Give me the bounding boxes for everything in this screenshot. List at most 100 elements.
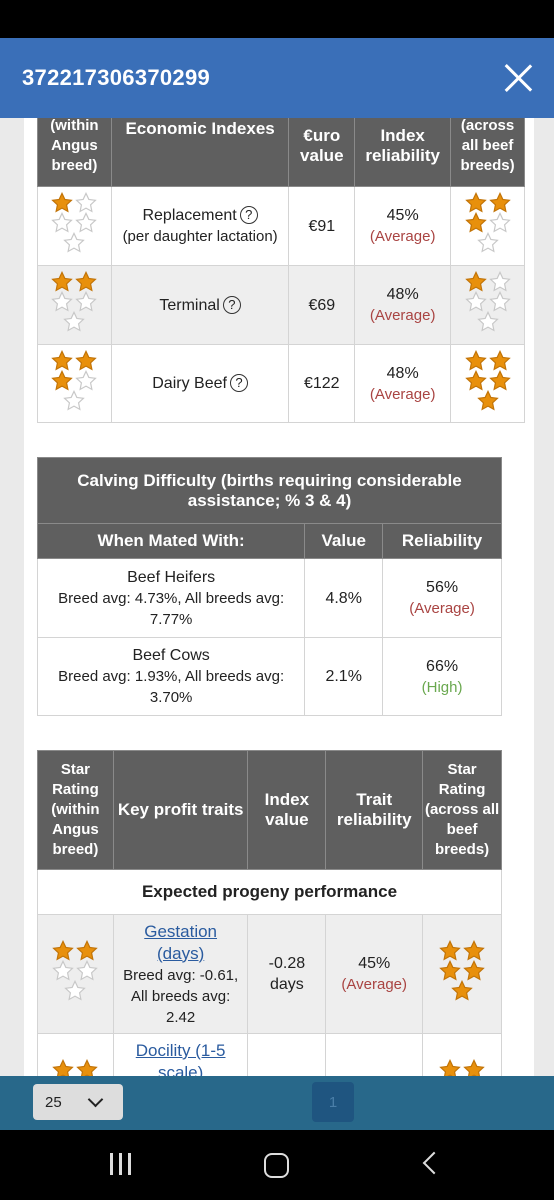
trait-avg: Breed avg: -0.61, All breeds avg: 2.42 <box>123 966 239 1026</box>
star-filled-icon <box>464 191 487 214</box>
mated-with-avg: Breed avg: 1.93%, All breeds avg: 3.70% <box>58 668 285 706</box>
close-icon[interactable] <box>502 62 534 94</box>
index-name: Dairy Beef <box>152 375 227 392</box>
star-filled-icon <box>463 939 485 962</box>
reliability-value: 48% <box>386 364 419 382</box>
page-button[interactable]: 1 <box>312 1082 354 1122</box>
star-filled-icon <box>488 369 511 392</box>
star-rating-within <box>37 265 112 345</box>
index-subtext: (per daughter lactation) <box>122 228 278 245</box>
star-filled-icon <box>76 1058 99 1076</box>
star-filled-icon <box>488 191 511 214</box>
app-header: 372217306370299 <box>0 38 554 118</box>
star-empty-icon <box>488 290 511 313</box>
trait-index-value: -0.28 days <box>247 914 327 1034</box>
star-filled-icon <box>476 389 499 412</box>
star-filled-icon <box>51 191 74 214</box>
star-empty-icon <box>476 231 499 254</box>
header-trait-reliability: Trait reliability <box>325 750 424 870</box>
reliability-value: 66% <box>426 657 459 675</box>
header-index-value: Index value <box>247 750 327 870</box>
main-content[interactable]: (within Angus breed) Economic Indexes €u… <box>0 118 554 1076</box>
star-filled-icon <box>463 1058 485 1076</box>
star-empty-icon <box>63 389 86 412</box>
index-name: Terminal <box>159 296 220 314</box>
star-filled-icon <box>463 959 485 982</box>
reliability-label: (Average) <box>409 600 475 617</box>
reliability-value: 48% <box>386 286 419 303</box>
star-filled-icon <box>51 349 74 372</box>
table-row: Beef Heifers Breed avg: 4.73%, All breed… <box>36 558 502 638</box>
mated-with-name: Beef Cows <box>132 647 210 664</box>
star-rating-across <box>450 344 525 423</box>
calving-difficulty-table: Calving Difficulty (births requiring con… <box>36 457 502 716</box>
star-filled-icon <box>52 939 75 962</box>
star-filled-icon <box>51 270 74 293</box>
header-key-traits: Key profit traits <box>112 750 249 870</box>
star-empty-icon <box>488 270 511 293</box>
header-euro-value: €uro value <box>288 118 356 187</box>
header-index-reliability: Index reliability <box>354 118 452 187</box>
calving-title: Calving Difficulty (births requiring con… <box>37 457 502 524</box>
page-size-select[interactable]: 25 <box>33 1084 123 1120</box>
star-filled-icon <box>76 939 99 962</box>
star-empty-icon <box>63 310 86 333</box>
calving-value: 4.8% <box>304 558 384 638</box>
star-filled-icon <box>464 369 487 392</box>
help-icon[interactable]: ? <box>239 206 258 224</box>
pagination-bar: 25 1 <box>0 1076 554 1130</box>
table-row: Docility (1-5 scale) <box>37 1033 502 1076</box>
table-row: Terminal? €69 48% (Average) <box>37 265 525 345</box>
page-title: 372217306370299 <box>22 65 211 90</box>
header-star-across: Star Rating (across all beef breeds) <box>422 750 502 870</box>
table-row: Gestation (days) Breed avg: -0.61, All b… <box>37 914 502 1034</box>
back-icon[interactable] <box>422 1151 446 1175</box>
status-bar <box>0 0 554 38</box>
star-rating-within <box>37 344 112 423</box>
reliability-value: 45% <box>386 207 419 224</box>
star-filled-icon <box>51 369 74 392</box>
key-profit-traits-table: Star Rating (within Angus breed) Key pro… <box>37 750 502 1076</box>
trait-link[interactable]: Gestation (days) <box>144 921 218 963</box>
help-icon[interactable]: ? <box>222 295 241 314</box>
star-rating-across <box>450 265 525 345</box>
header-mated-with: When Mated With: <box>36 523 306 559</box>
page-size-value: 25 <box>45 1093 62 1111</box>
header-reliability: Reliability <box>382 523 502 559</box>
star-empty-icon <box>63 231 86 254</box>
header-within-breed: (within Angus breed) <box>37 118 112 187</box>
reliability-label: (Average) <box>341 976 408 993</box>
table-row: Replacement? (per daughter lactation) €9… <box>37 186 525 266</box>
star-filled-icon <box>451 979 473 1002</box>
star-empty-icon <box>75 369 98 392</box>
star-rating-within <box>37 914 114 1034</box>
star-empty-icon <box>75 290 98 313</box>
star-empty-icon <box>52 959 75 982</box>
star-rating-across <box>450 186 525 266</box>
help-icon[interactable]: ? <box>229 374 248 392</box>
star-filled-icon <box>439 939 461 962</box>
table-row: Beef Cows Breed avg: 1.93%, All breeds a… <box>36 637 502 716</box>
home-icon[interactable] <box>264 1153 289 1178</box>
star-empty-icon <box>64 979 87 1002</box>
header-star-within: Star Rating (within Angus breed) <box>37 750 114 870</box>
star-empty-icon <box>51 290 74 313</box>
calving-value: 2.1% <box>304 637 384 716</box>
header-value: Value <box>304 523 384 559</box>
economic-indexes-table: (within Angus breed) Economic Indexes €u… <box>37 118 525 423</box>
star-filled-icon <box>464 270 487 293</box>
star-filled-icon <box>75 270 98 293</box>
star-empty-icon <box>488 211 511 234</box>
star-filled-icon <box>52 1058 75 1076</box>
recent-apps-icon[interactable] <box>110 1153 132 1175</box>
section-title: Expected progeny performance <box>37 869 502 915</box>
mated-with-name: Beef Heifers <box>127 568 216 586</box>
reliability-value: 56% <box>426 579 459 596</box>
reliability-label: (High) <box>421 678 463 696</box>
reliability-label: (Average) <box>369 228 436 245</box>
trait-link[interactable]: Docility (1-5 scale) <box>135 1041 226 1076</box>
star-filled-icon <box>75 349 98 372</box>
reliability-label: (Average) <box>369 385 436 403</box>
header-economic-indexes: Economic Indexes <box>110 118 290 187</box>
star-rating-across <box>422 914 502 1034</box>
